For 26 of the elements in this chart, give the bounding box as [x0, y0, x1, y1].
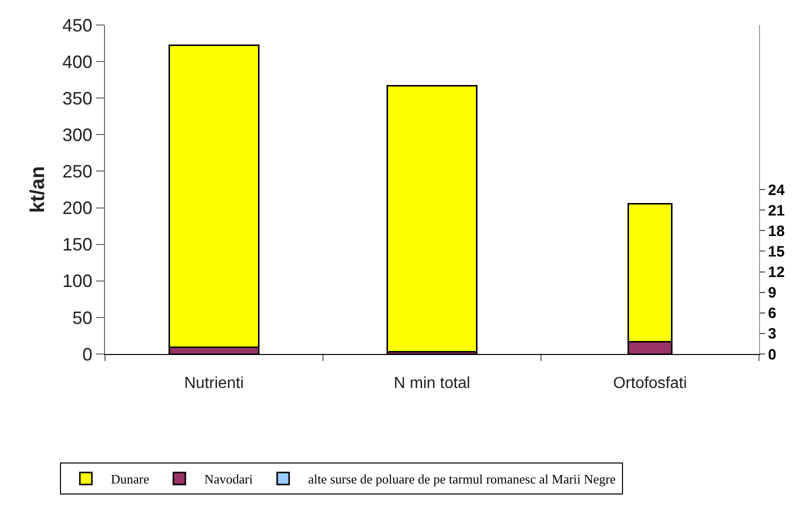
y-tick-label: 400: [62, 52, 92, 72]
y-tick-label: 50: [72, 308, 92, 328]
legend-label: Navodari: [204, 472, 254, 487]
y-axis-title: kt/an: [26, 166, 49, 213]
y-tick-label: 200: [62, 198, 92, 218]
y-tick-label: 100: [62, 271, 92, 292]
y2-tick-label: 15: [768, 243, 785, 260]
x-tick-label: N min total: [394, 375, 470, 392]
y-tick-label: 450: [62, 15, 92, 36]
y2-tick-label: 24: [768, 182, 786, 199]
y2-tick-label: 3: [768, 326, 776, 343]
y2-tick-label: 21: [768, 202, 785, 220]
y2-tick-label: 9: [768, 284, 776, 302]
x-tick-label: Nutrienti: [184, 375, 244, 392]
x-tick-label: Ortofosfati: [613, 375, 687, 392]
y-tick-label: 150: [62, 234, 92, 255]
y2-tick-label: 12: [768, 264, 785, 281]
y-tick-label: 250: [62, 162, 92, 182]
y-tick-label: 300: [62, 124, 92, 145]
legend-label: alte surse de poluare de pe tarmul romanesc al Marii Negre: [308, 472, 616, 487]
legend-label: Dunare: [110, 472, 150, 487]
y2-tick-label: 18: [768, 222, 785, 240]
y2-tick-label: 6: [768, 305, 776, 322]
y-tick-label: 0: [82, 344, 92, 364]
y2-tick-label: 0: [768, 346, 776, 364]
y-tick-label: 350: [62, 88, 92, 108]
